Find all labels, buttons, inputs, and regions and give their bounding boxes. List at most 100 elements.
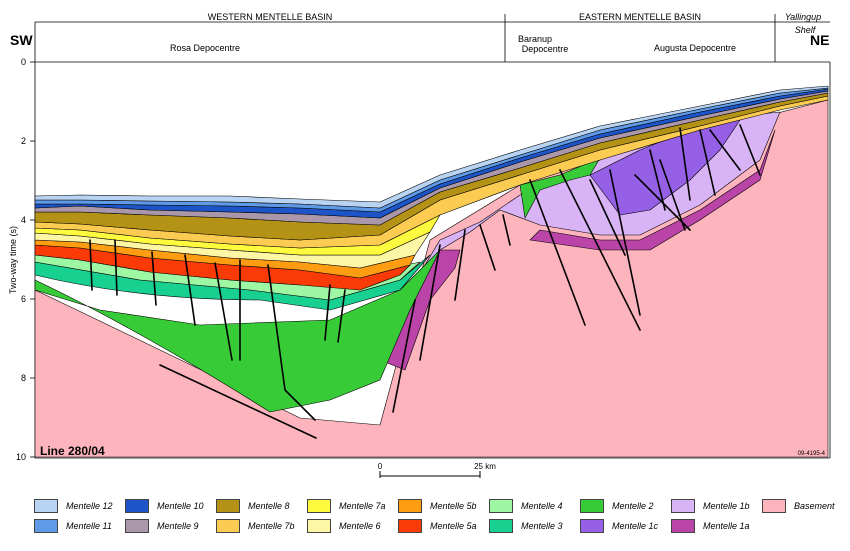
legend-swatch [580,519,604,533]
fault-line [609,169,641,316]
sw-label: SW [10,32,33,48]
y-tick-label: 8 [21,373,26,383]
legend-item: Mentelle 4 [489,498,563,514]
legend-swatch [580,499,604,513]
western-basin-label: WESTERN MENTELLE BASIN [208,12,333,22]
legend-item: Mentelle 8 [216,498,290,514]
legend-label: Mentelle 7b [248,521,295,531]
legend-label: Mentelle 6 [339,521,381,531]
legend-label: Mentelle 1a [703,521,750,531]
mentelle-12-layer [34,85,829,209]
legend-item: Mentelle 9 [125,518,199,534]
y-tick-label: 2 [21,136,26,146]
fault-line [679,127,691,201]
fault-line [114,239,118,296]
y-tick-label: 10 [16,452,26,462]
legend-label: Mentelle 1c [612,521,659,531]
legend-swatch [489,499,513,513]
legend-item: Mentelle 10 [125,498,204,514]
legend-swatch [307,499,331,513]
legend-label: Mentelle 11 [66,521,112,531]
fault-line [159,364,317,439]
legend-swatch [489,519,513,533]
legend-label: Mentelle 5b [430,501,477,511]
legend-item: Mentelle 5b [398,498,477,514]
rosa-depocentre-label: Rosa Depocentre [170,43,240,53]
scale-end: 25 km [474,462,496,471]
y-tick-label: 6 [21,294,26,304]
legend-item: Mentelle 3 [489,518,563,534]
scale-start: 0 [378,462,383,471]
fault-line [529,179,586,326]
legend-swatch [671,519,695,533]
legend-swatch [34,499,58,513]
fault-line [454,229,466,301]
legend-item: Mentelle 5a [398,518,477,534]
legend-label: Mentelle 1b [703,501,750,511]
legend-label: Mentelle 8 [248,501,290,511]
legend-item: Mentelle 1c [580,518,658,534]
legend-item: Mentelle 1b [671,498,750,514]
fault-line [392,299,416,413]
fault-line [337,289,346,343]
fault-line [699,129,716,196]
baranup-label: Baranup [518,34,552,44]
legend-item: Mentelle 1a [671,518,750,534]
fault-line [502,214,511,246]
fault-line [589,179,626,256]
line-label: Line 280/04 [40,444,105,458]
scale-bar [379,471,481,478]
legend: Mentelle 12 Mentelle 11 Mentelle 10 Ment… [0,490,850,550]
fault-line [479,224,496,271]
legend-label: Mentelle 12 [66,501,113,511]
legend-item: Mentelle 2 [580,498,654,514]
legend-item: Mentelle 7a [307,498,386,514]
fault-line [559,169,641,331]
eastern-basin-label: EASTERN MENTELLE BASIN [579,12,701,22]
legend-swatch [398,519,422,533]
legend-swatch [34,519,58,533]
y-axis-label: Two-way time (s) [8,226,18,294]
cross-section-diagram: WESTERN MENTELLE BASIN EASTERN MENTELLE … [8,12,831,478]
mentelle-1a-layer [529,129,776,251]
faults [89,124,761,439]
augusta-depocentre-label: Augusta Depocentre [654,43,736,53]
fault-line [709,129,741,171]
fault-line [659,159,686,231]
legend-swatch [671,499,695,513]
legend-label: Basement [794,501,835,511]
y-tick-label: 4 [21,215,26,225]
legend-label: Mentelle 3 [521,521,563,531]
legend-swatch [216,519,240,533]
baranup-depocentre-label: Depocentre [522,44,569,54]
legend-swatch [398,499,422,513]
legend-item: Mentelle 11 [34,518,112,534]
fault-line [214,262,233,361]
y-tick-label: 0 [21,57,26,67]
fault-line [184,254,196,326]
legend-swatch [762,499,786,513]
legend-item: Basement [762,498,835,514]
legend-swatch [125,499,149,513]
legend-label: Mentelle 7a [339,501,386,511]
figure-id: 09-4195-4 [798,451,826,457]
fault-line [89,239,93,291]
legend-label: Mentelle 5a [430,521,477,531]
fault-line [419,244,441,361]
ne-label: NE [810,32,829,48]
legend-item: Mentelle 7b [216,518,295,534]
legend-label: Mentelle 2 [612,501,654,511]
legend-item: Mentelle 6 [307,518,381,534]
fault-line [151,251,157,306]
shelf-label: Shelf [795,25,817,35]
legend-label: Mentelle 10 [157,501,204,511]
fault-line [649,149,666,211]
mentelle-2-layer [519,157,601,219]
legend-swatch [125,519,149,533]
fault-line [739,124,761,176]
fault-line [267,264,316,421]
basin-header [34,14,831,458]
legend-label: Mentelle 4 [521,501,563,511]
legend-label: Mentelle 9 [157,521,199,531]
legend-swatch [307,519,331,533]
